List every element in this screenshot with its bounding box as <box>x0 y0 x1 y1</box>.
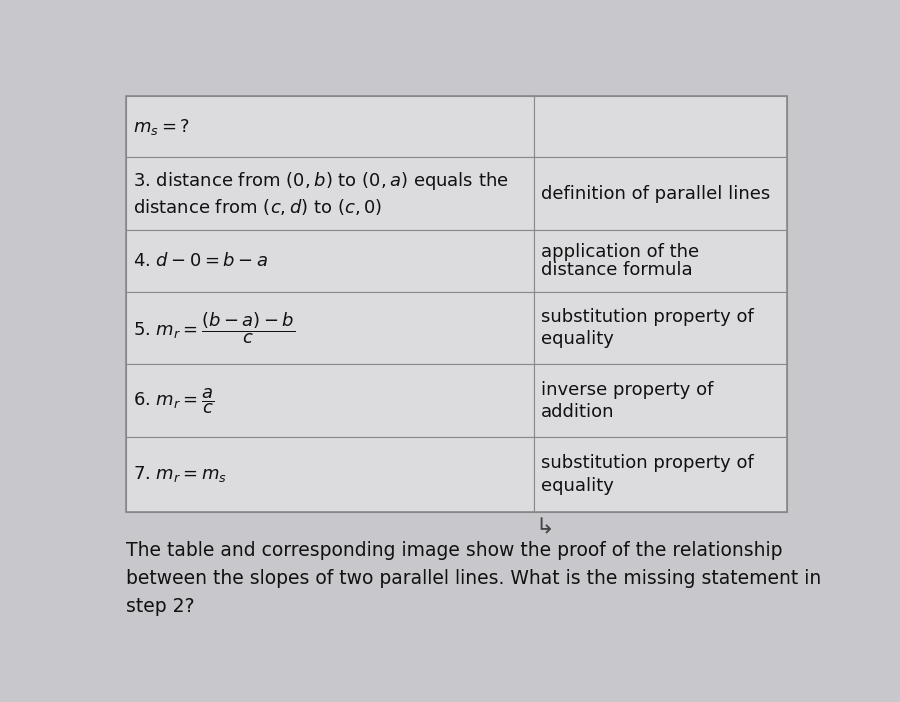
Bar <box>534 437 787 512</box>
Text: addition: addition <box>541 403 615 420</box>
Bar <box>126 95 787 512</box>
Bar <box>126 291 534 364</box>
Text: $m_s=?$: $m_s=?$ <box>133 117 191 137</box>
Bar <box>534 364 787 437</box>
Text: 6. $m_r=\dfrac{a}{c}$: 6. $m_r=\dfrac{a}{c}$ <box>133 386 215 416</box>
Bar <box>534 291 787 364</box>
Text: equality: equality <box>541 477 614 494</box>
Text: distance from $(c,d)$ to $(c,0)$: distance from $(c,d)$ to $(c,0)$ <box>133 197 382 217</box>
Text: equality: equality <box>541 330 614 348</box>
Bar <box>126 95 534 157</box>
Text: The table and corresponding image show the proof of the relationship
between the: The table and corresponding image show t… <box>126 541 822 616</box>
Text: 5. $m_r=\dfrac{(b-a)-b}{c}$: 5. $m_r=\dfrac{(b-a)-b}{c}$ <box>133 310 296 346</box>
Text: ↳: ↳ <box>536 518 554 538</box>
Text: substitution property of: substitution property of <box>541 454 753 472</box>
Text: 7. $m_r=m_s$: 7. $m_r=m_s$ <box>133 465 228 484</box>
Text: distance formula: distance formula <box>541 261 692 279</box>
Bar <box>534 95 787 157</box>
Text: inverse property of: inverse property of <box>541 381 713 399</box>
Bar <box>534 157 787 230</box>
Text: definition of parallel lines: definition of parallel lines <box>541 185 770 203</box>
Text: substitution property of: substitution property of <box>541 308 753 326</box>
Bar <box>534 230 787 291</box>
Text: 4. $d-0=b-a$: 4. $d-0=b-a$ <box>133 252 269 270</box>
Text: 3. distance from $(0,b)$ to $(0,a)$ equals the: 3. distance from $(0,b)$ to $(0,a)$ equa… <box>133 170 509 192</box>
Bar <box>126 230 534 291</box>
Bar <box>126 157 534 230</box>
Text: application of the: application of the <box>541 243 699 260</box>
Bar <box>126 364 534 437</box>
Bar <box>126 437 534 512</box>
